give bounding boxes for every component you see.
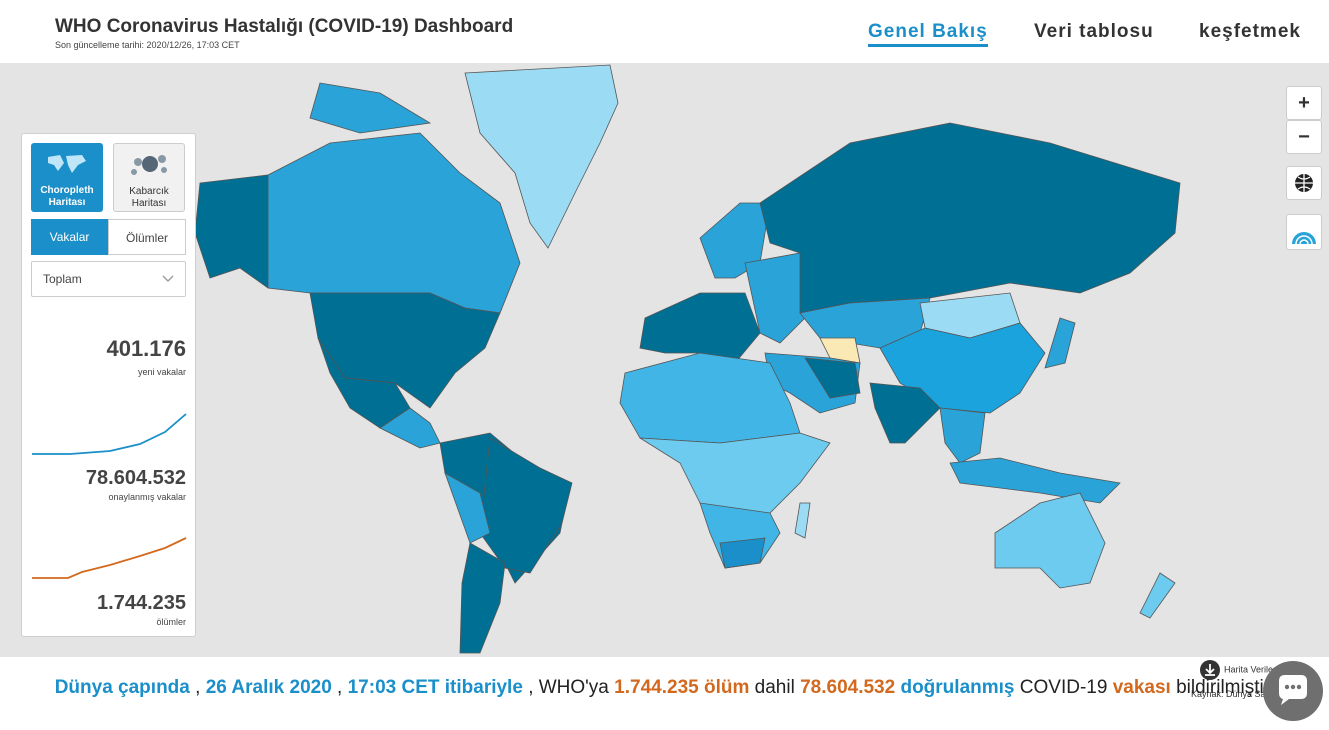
nav-link[interactable]: keşfetmek xyxy=(1199,21,1301,42)
nav-link[interactable]: Veri tablosu xyxy=(1034,21,1154,42)
new-zealand xyxy=(1139,572,1176,619)
map-type-label: Choropleth Haritası xyxy=(40,185,94,208)
globe-button[interactable] xyxy=(1286,166,1322,200)
zoom-in[interactable]: + xyxy=(1286,86,1322,120)
tab-cases[interactable]: Vakalar xyxy=(31,219,108,255)
brazil xyxy=(479,437,573,574)
summary-text: doğrulanmış xyxy=(900,677,1015,698)
download-link[interactable]: Harita Verilerini İndirin xyxy=(1200,660,1312,680)
stat-label: ölümler xyxy=(156,617,186,627)
summary-text: , xyxy=(337,677,343,698)
western-europe xyxy=(639,292,761,364)
summary-text: bildirilmiştir. xyxy=(1176,677,1275,698)
stat-value: 401.176 xyxy=(106,336,186,361)
stat-label: onaylanmış vakalar xyxy=(108,492,186,502)
last-updated: Son güncelleme tarihi: 2020/12/26, 17:03… xyxy=(55,40,240,50)
central-america xyxy=(379,407,441,449)
nav-link[interactable]: Genel Bakış xyxy=(868,21,988,47)
zoom-out[interactable]: − xyxy=(1286,120,1322,154)
map-type-label: Kabarcık Haritası xyxy=(129,186,169,209)
summary-text: Dünya çapında xyxy=(54,677,190,698)
map[interactable]: + − Harita Verilerini İndirin Kaynak: Dü… xyxy=(0,63,1329,699)
sparkline xyxy=(32,413,187,455)
download-icon xyxy=(1205,664,1215,676)
chat-icon xyxy=(1279,675,1307,705)
chat-button[interactable] xyxy=(1263,661,1323,721)
canada xyxy=(267,132,521,314)
summary-text: 17:03 CET itibariyle xyxy=(347,677,523,698)
dropdown[interactable]: Toplam xyxy=(31,261,186,297)
summary-text: WHO'ya xyxy=(538,677,609,698)
download-text: Harita Verilerini İndirin xyxy=(1224,664,1313,675)
summary-text: 78.604.532 xyxy=(800,677,896,698)
bubble-icon xyxy=(131,155,167,175)
globe-icon xyxy=(1295,174,1313,192)
japan xyxy=(1044,317,1076,369)
summary-text: 1.744.235 ölüm xyxy=(614,677,750,698)
canada-islands xyxy=(309,82,432,134)
dashboard-title: WHO Coronavirus Hastalığı (COVID-19) Das… xyxy=(55,16,514,37)
map-canvas xyxy=(194,64,1181,654)
map-type-bubble[interactable]: Kabarcık Haritası xyxy=(113,143,185,212)
summary-text: COVID-19 xyxy=(1019,677,1108,698)
alaska xyxy=(194,174,269,289)
stat-value: 78.604.532 xyxy=(85,467,186,489)
eastern-europe xyxy=(744,252,811,344)
indonesia xyxy=(949,457,1121,504)
summary-text: , xyxy=(195,677,201,698)
india xyxy=(869,382,941,444)
peru xyxy=(444,472,491,544)
south-africa xyxy=(719,537,766,569)
summary-text: 26 Aralık 2020 xyxy=(205,677,332,698)
map-source: Kaynak: Dünya Sağlık Örgütü xyxy=(1191,689,1310,699)
summary: Dünya çapında , 26 Aralık 2020 , 17:03 C… xyxy=(40,675,1289,701)
summary-text: , xyxy=(528,677,534,698)
summary-text: vakası xyxy=(1112,677,1171,698)
greenland xyxy=(464,64,619,249)
dropdown-value: Toplam xyxy=(43,272,82,286)
sparkline xyxy=(32,537,187,579)
chevron xyxy=(162,275,174,282)
layer-icon xyxy=(1292,232,1316,245)
choropleth-icon xyxy=(48,155,86,173)
russia xyxy=(759,122,1181,314)
tab-deaths[interactable]: Ölümler xyxy=(108,219,186,255)
iran xyxy=(804,357,861,399)
argentina xyxy=(459,542,506,654)
side-panel: Choropleth Haritası Kabarcık Haritası Va… xyxy=(21,133,196,637)
usa xyxy=(309,292,501,409)
header: WHO Coronavirus Hastalığı (COVID-19) Das… xyxy=(0,0,1329,63)
summary-text: dahil xyxy=(754,677,795,698)
australia xyxy=(994,492,1106,589)
southeast-asia xyxy=(939,407,986,464)
map-type-choropleth[interactable]: Choropleth Haritası xyxy=(31,143,103,212)
central-africa xyxy=(639,432,831,524)
layer-button[interactable] xyxy=(1286,214,1322,250)
stat-label: yeni vakalar xyxy=(137,367,186,377)
stat-value: 1.744.235 xyxy=(97,592,186,614)
madagascar xyxy=(794,502,811,539)
